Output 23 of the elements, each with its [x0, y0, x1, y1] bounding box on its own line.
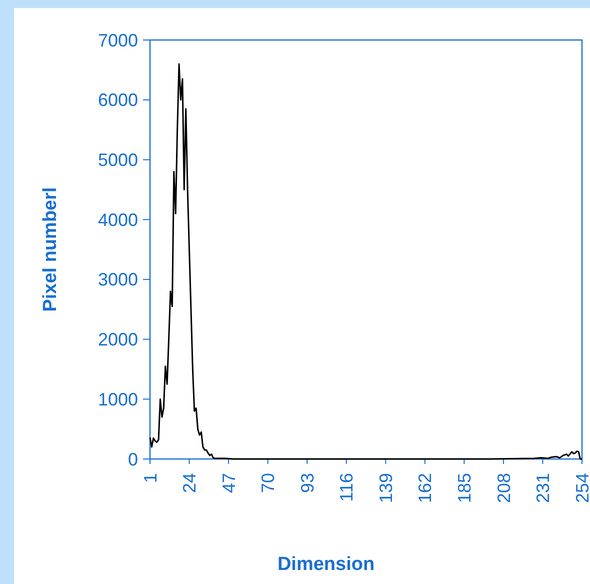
y-tick-label: 4000	[98, 210, 138, 230]
y-tick-label: 0	[128, 449, 138, 470]
x-tick-label: 185	[454, 473, 474, 504]
x-tick-label: 24	[180, 473, 200, 494]
x-tick-label: 70	[258, 473, 278, 494]
x-tick-label: 93	[297, 473, 318, 494]
x-tick-label: 139	[376, 473, 396, 504]
x-tick-label: 116	[336, 473, 357, 502]
y-tick-label: 6000	[98, 90, 138, 110]
x-axis-title: Dimension	[277, 554, 375, 575]
y-tick-label: 5000	[98, 150, 138, 170]
x-tick-label: 231	[533, 473, 554, 504]
x-tick-label: 254	[572, 473, 590, 504]
y-tick-label: 2000	[98, 330, 138, 350]
x-tick-label: 208	[494, 473, 514, 504]
x-tick-label: 162	[415, 473, 436, 504]
y-tick-label: 3000	[98, 270, 138, 290]
y-axis-title: Pixel numberl	[40, 187, 61, 312]
x-tick-label: 47	[218, 473, 239, 494]
y-tick-label: 1000	[98, 389, 138, 410]
x-tick-label: 1	[140, 473, 160, 484]
line-series	[149, 63, 583, 460]
y-tick-label: 7000	[98, 30, 138, 50]
